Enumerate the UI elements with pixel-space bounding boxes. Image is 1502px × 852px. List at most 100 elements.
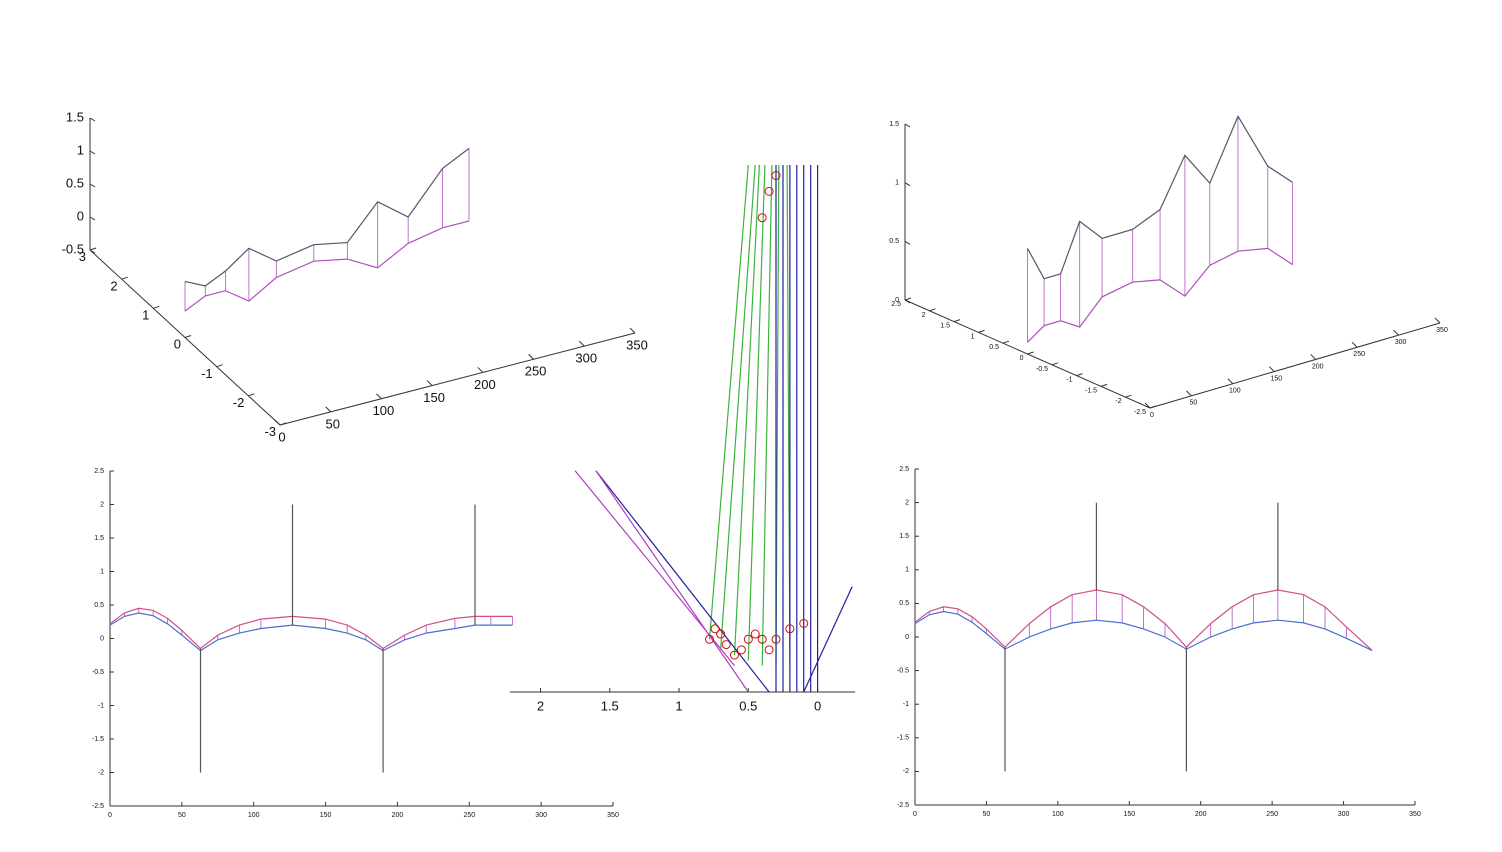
x-tick-label: 1.5 xyxy=(601,698,619,713)
z-tick-label: 0.5 xyxy=(66,175,84,190)
y-tick xyxy=(89,247,97,251)
z-tick-label: -0.5 xyxy=(62,241,84,256)
z-tick-label: 0.5 xyxy=(889,238,899,245)
x-tick-label: 250 xyxy=(463,812,475,819)
series-line xyxy=(1026,114,1293,280)
x-tick-label: 2 xyxy=(537,698,544,713)
z-tick xyxy=(904,182,911,187)
y-tick-label: 0.5 xyxy=(989,344,999,351)
y-tick-label: 0.5 xyxy=(899,600,909,607)
marker xyxy=(799,618,809,628)
series-line xyxy=(184,147,470,287)
marker xyxy=(743,634,753,644)
y-tick-label: 0 xyxy=(174,337,181,352)
z-tick-label: 1.5 xyxy=(889,121,899,128)
series-line xyxy=(914,610,1373,651)
y-tick-label: -1 xyxy=(98,702,104,709)
z-tick-label: 0 xyxy=(895,297,899,304)
x-tick-label: 0 xyxy=(913,811,917,818)
x-tick-label: 150 xyxy=(320,812,332,819)
y-tick-label: -1.5 xyxy=(897,735,909,742)
series-line xyxy=(914,589,1373,651)
y-tick xyxy=(248,393,255,397)
z-tick-label: 1 xyxy=(895,180,899,187)
series-line xyxy=(1027,247,1293,343)
y-tick-label: -1 xyxy=(1066,377,1072,384)
z-tick-label: 0 xyxy=(77,208,84,223)
y-tick-label: -3 xyxy=(264,424,276,439)
y-tick xyxy=(1100,383,1108,387)
x-tick-label: 50 xyxy=(178,812,186,819)
x-tick-label: 150 xyxy=(1270,375,1282,382)
y-tick-label: 2.5 xyxy=(899,466,909,473)
y-tick xyxy=(1149,405,1157,409)
y-tick-label: 1 xyxy=(971,333,975,340)
y-tick-label: -2 xyxy=(1115,398,1121,405)
y-tick-label: 1 xyxy=(100,568,104,575)
y-tick xyxy=(1125,394,1132,398)
x-tick-label: 0 xyxy=(814,698,821,713)
series-line xyxy=(595,165,853,693)
z-tick xyxy=(904,299,911,304)
y-tick-label: -1 xyxy=(903,701,909,708)
x-tick-label: 250 xyxy=(1266,811,1278,818)
marker xyxy=(771,171,781,181)
marker xyxy=(764,645,774,655)
y-tick-label: 2.5 xyxy=(891,301,901,308)
x-tick-label: 0 xyxy=(278,429,285,444)
y-tick xyxy=(904,297,912,301)
x-tick-label: 350 xyxy=(1436,327,1448,334)
x-tick xyxy=(1393,329,1399,336)
x-tick-label: 300 xyxy=(535,812,547,819)
x-tick xyxy=(629,327,636,334)
x-tick-label: 300 xyxy=(575,351,597,366)
x-tick-label: 100 xyxy=(1229,388,1241,395)
y-tick-label: 1 xyxy=(905,567,909,574)
x-tick xyxy=(1186,390,1192,397)
y-tick xyxy=(153,305,160,309)
x-tick-label: 200 xyxy=(1195,811,1207,818)
x-tick-label: 100 xyxy=(248,812,260,819)
y-tick-label: 0.5 xyxy=(94,602,104,609)
marker xyxy=(710,624,720,634)
marker xyxy=(721,640,731,650)
marker xyxy=(785,624,795,634)
z-tick xyxy=(89,117,96,122)
z-tick xyxy=(904,240,911,245)
y-tick-label: 1 xyxy=(142,308,149,323)
x-tick-label: 50 xyxy=(325,416,339,431)
x-tick-label: 200 xyxy=(392,812,404,819)
y-tick-label: 0 xyxy=(1020,355,1024,362)
z-tick xyxy=(89,183,96,188)
y-tick-label: -2 xyxy=(903,768,909,775)
x-tick xyxy=(578,340,585,347)
x-tick-label: 50 xyxy=(983,811,991,818)
marker xyxy=(764,186,774,196)
x-tick xyxy=(528,353,534,360)
x-tick xyxy=(1144,402,1151,409)
x-tick-label: 350 xyxy=(607,812,619,819)
series-line xyxy=(199,504,476,773)
x-tick-label: 0 xyxy=(108,812,112,819)
series-line xyxy=(574,470,749,693)
y-tick-label: -0.5 xyxy=(1036,366,1048,373)
x-tick xyxy=(477,367,484,373)
y-tick xyxy=(1002,340,1010,344)
x-tick xyxy=(1351,341,1358,348)
x-tick-label: 350 xyxy=(626,337,648,352)
x-tick-label: 150 xyxy=(1123,811,1135,818)
x-tick-label: 0.5 xyxy=(739,698,757,713)
y-tick-label: -1.5 xyxy=(92,736,104,743)
y-tick-label: 2 xyxy=(110,278,117,293)
y-tick-label: -2 xyxy=(233,395,245,410)
y-tick-label: -1.5 xyxy=(1085,387,1097,394)
y-tick-label: 3 xyxy=(79,249,86,264)
x-tick xyxy=(274,419,281,426)
y-tick xyxy=(1051,362,1059,366)
series-line xyxy=(184,220,470,312)
x-tick xyxy=(1434,317,1441,324)
x-tick xyxy=(426,380,433,386)
x-tick xyxy=(1310,354,1317,360)
y-tick-label: 2.5 xyxy=(94,468,104,475)
